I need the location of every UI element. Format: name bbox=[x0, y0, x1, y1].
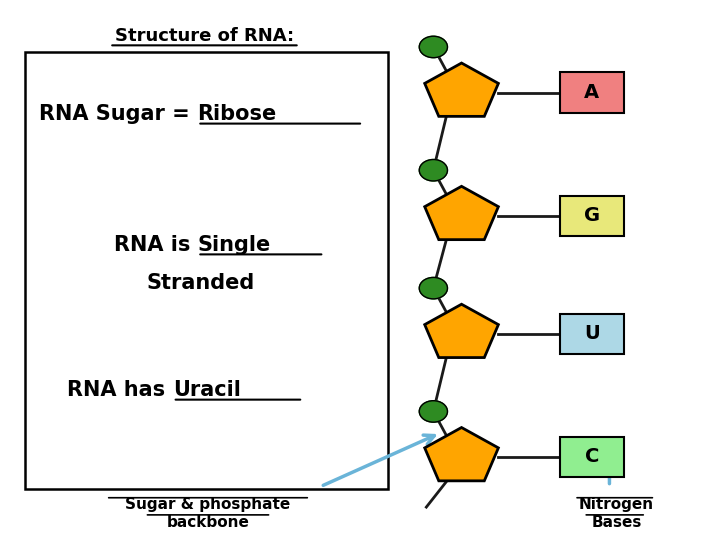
Circle shape bbox=[419, 401, 447, 422]
Text: RNA has: RNA has bbox=[68, 380, 173, 400]
Text: C: C bbox=[585, 448, 599, 467]
FancyBboxPatch shape bbox=[560, 314, 624, 354]
Circle shape bbox=[419, 278, 447, 299]
Text: Uracil: Uracil bbox=[173, 380, 240, 400]
Polygon shape bbox=[425, 186, 498, 240]
FancyBboxPatch shape bbox=[560, 72, 624, 113]
Text: A: A bbox=[584, 83, 599, 102]
Text: Single: Single bbox=[197, 235, 271, 255]
Polygon shape bbox=[425, 63, 498, 116]
FancyBboxPatch shape bbox=[560, 195, 624, 236]
Polygon shape bbox=[425, 304, 498, 357]
Text: U: U bbox=[584, 324, 600, 343]
Circle shape bbox=[419, 36, 447, 58]
Text: RNA Sugar =: RNA Sugar = bbox=[40, 104, 197, 124]
Text: RNA is: RNA is bbox=[114, 235, 197, 255]
Circle shape bbox=[419, 159, 447, 181]
Text: Nitrogen
Bases: Nitrogen Bases bbox=[579, 497, 654, 530]
Text: Sugar & phosphate
backbone: Sugar & phosphate backbone bbox=[125, 497, 291, 530]
FancyBboxPatch shape bbox=[25, 52, 387, 489]
FancyBboxPatch shape bbox=[560, 437, 624, 477]
Text: Stranded: Stranded bbox=[147, 273, 255, 293]
Text: Ribose: Ribose bbox=[197, 104, 276, 124]
Text: Structure of RNA:: Structure of RNA: bbox=[115, 27, 294, 45]
Text: G: G bbox=[584, 206, 600, 225]
Polygon shape bbox=[425, 428, 498, 481]
